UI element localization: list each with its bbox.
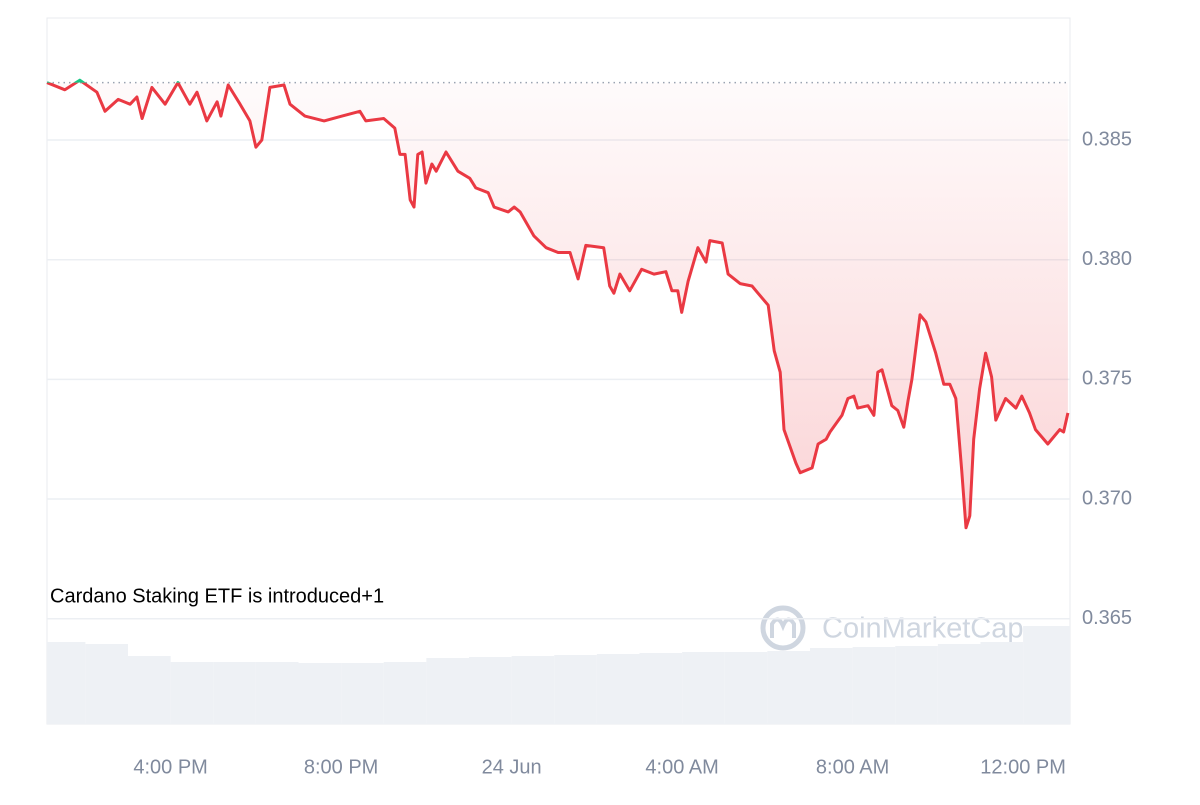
y-tick-label: 0.365 <box>1082 607 1132 629</box>
x-tick-label: 4:00 AM <box>645 756 718 778</box>
volume-bar <box>1023 626 1070 724</box>
y-tick-label: 0.380 <box>1082 248 1132 270</box>
volume-bar <box>213 662 256 724</box>
x-tick-label: 8:00 PM <box>304 756 378 778</box>
x-tick-label: 12:00 PM <box>980 756 1066 778</box>
y-tick-label: 0.370 <box>1082 487 1132 509</box>
volume-bar <box>852 647 896 724</box>
volume-bar <box>554 655 597 724</box>
volume-bar <box>682 652 725 724</box>
volume-bar <box>937 644 981 724</box>
volume-bar <box>511 656 555 724</box>
volume-bar <box>341 663 384 724</box>
volume-bar <box>767 651 810 724</box>
volume-bar <box>255 662 299 724</box>
volume <box>47 626 1070 724</box>
volume-bar <box>639 653 683 724</box>
volume-bar <box>383 662 427 724</box>
x-tick-label: 4:00 PM <box>133 756 207 778</box>
x-tick-label: 24 Jun <box>482 756 542 778</box>
volume-bar <box>47 642 86 724</box>
area-fill <box>47 82 1068 528</box>
watermark: CoinMarketCap <box>822 613 1023 645</box>
volume-bar <box>724 652 768 724</box>
volume-bar <box>170 662 214 724</box>
watermark-logo <box>760 605 806 651</box>
x-tick-label: 8:00 AM <box>816 756 889 778</box>
volume-bar <box>127 656 171 724</box>
volume-bar <box>85 644 128 724</box>
y-tick-label: 0.385 <box>1082 128 1132 150</box>
price-line <box>46 82 1070 530</box>
volume-bar <box>596 654 640 724</box>
volume-bar <box>468 657 512 724</box>
volume-bar <box>298 663 342 724</box>
volume-bar <box>809 648 853 724</box>
annotation: Cardano Staking ETF is introduced+1 <box>50 585 384 607</box>
volume-bar <box>426 658 469 724</box>
volume-bar <box>895 646 938 724</box>
y-tick-label: 0.375 <box>1082 368 1132 390</box>
volume-bar <box>980 642 1024 724</box>
